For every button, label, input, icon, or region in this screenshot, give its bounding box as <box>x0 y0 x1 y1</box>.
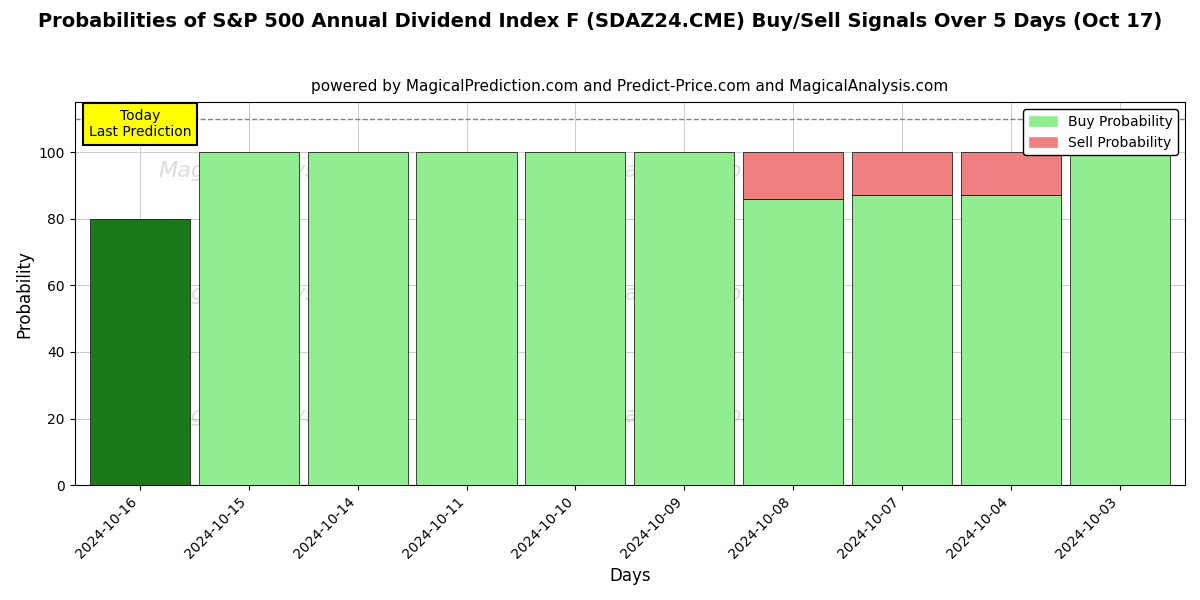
Y-axis label: Probability: Probability <box>16 250 34 338</box>
Bar <box>1069 152 1170 485</box>
Bar <box>852 152 952 196</box>
Bar <box>852 196 952 485</box>
Bar <box>743 152 844 199</box>
Text: MagicalPrediction.com: MagicalPrediction.com <box>559 161 811 181</box>
Legend: Buy Probability, Sell Probability: Buy Probability, Sell Probability <box>1024 109 1178 155</box>
Title: powered by MagicalPrediction.com and Predict-Price.com and MagicalAnalysis.com: powered by MagicalPrediction.com and Pre… <box>311 79 948 94</box>
X-axis label: Days: Days <box>610 567 650 585</box>
Bar <box>416 152 517 485</box>
Bar <box>743 199 844 485</box>
Text: MagicalPrediction.com: MagicalPrediction.com <box>559 284 811 304</box>
Bar <box>90 218 190 485</box>
Bar <box>961 196 1061 485</box>
Bar <box>961 152 1061 196</box>
Bar <box>634 152 734 485</box>
Text: MagicalAnalysis.com: MagicalAnalysis.com <box>158 406 390 426</box>
Text: MagicalPrediction.com: MagicalPrediction.com <box>559 406 811 426</box>
Bar <box>199 152 299 485</box>
Text: Probabilities of S&P 500 Annual Dividend Index F (SDAZ24.CME) Buy/Sell Signals O: Probabilities of S&P 500 Annual Dividend… <box>38 12 1162 31</box>
Text: MagicalAnalysis.com: MagicalAnalysis.com <box>158 284 390 304</box>
Text: Today
Last Prediction: Today Last Prediction <box>89 109 191 139</box>
Text: MagicalAnalysis.com: MagicalAnalysis.com <box>158 161 390 181</box>
Bar <box>307 152 408 485</box>
Bar <box>526 152 625 485</box>
